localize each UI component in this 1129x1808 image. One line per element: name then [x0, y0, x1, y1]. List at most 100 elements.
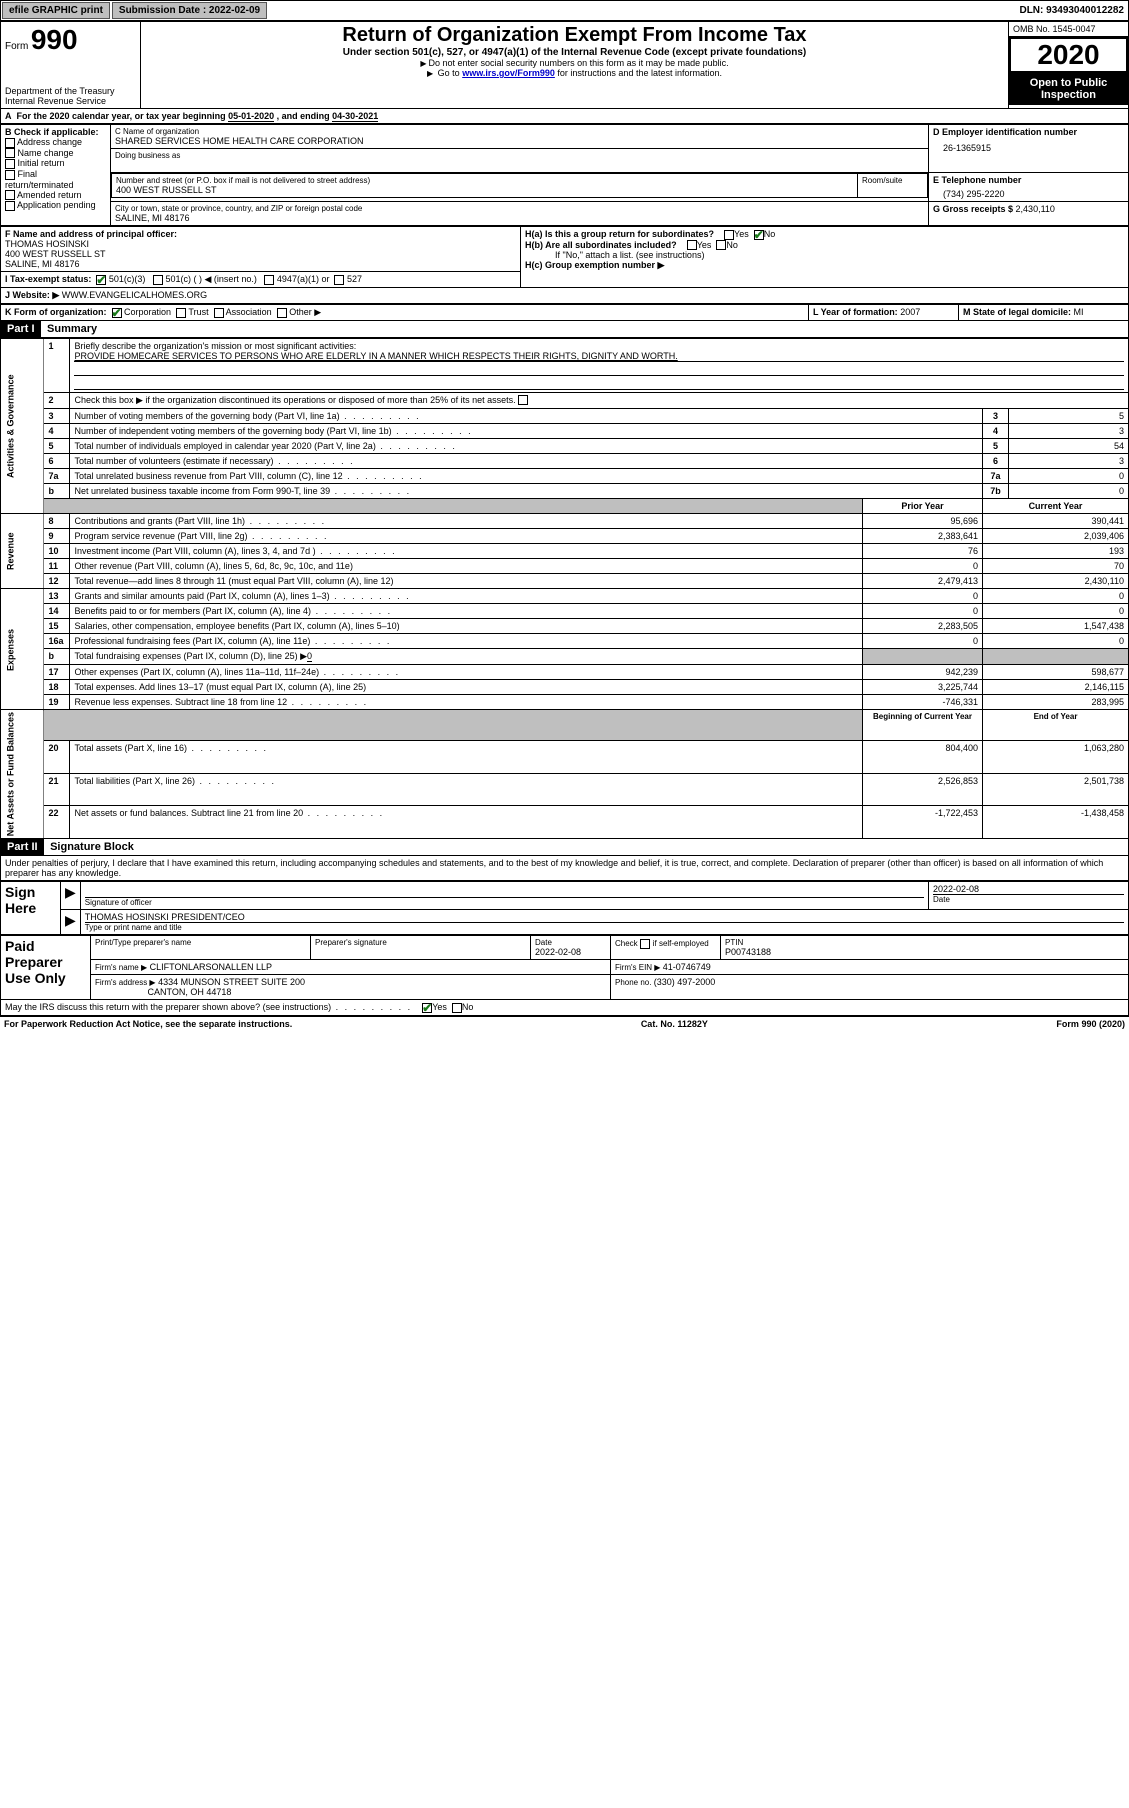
pp-self-cb[interactable]: [640, 939, 650, 949]
discuss-no[interactable]: [452, 1003, 462, 1013]
l2-cb[interactable]: [518, 395, 528, 405]
current-hdr: Current Year: [983, 499, 1129, 514]
e22: -1,438,458: [983, 806, 1129, 839]
pp-h5: PTIN: [725, 938, 1124, 947]
ha-label: H(a) Is this a group return for subordin…: [525, 229, 714, 239]
k-label: K Form of organization:: [5, 307, 107, 317]
officer-city: SALINE, MI 48176: [5, 259, 516, 269]
hb-yes[interactable]: [687, 240, 697, 250]
officer-name: THOMAS HOSINSKI: [5, 239, 516, 249]
pp-h1: Print/Type preparer's name: [95, 938, 306, 947]
i-4947[interactable]: [264, 275, 274, 285]
arrow-icon-2: ▶: [61, 910, 81, 935]
firm-name: CLIFTONLARSONALLEN LLP: [150, 962, 272, 972]
i-501c[interactable]: [153, 275, 163, 285]
footer-mid: Cat. No. 11282Y: [641, 1019, 708, 1029]
i-501c3[interactable]: [96, 275, 106, 285]
website-value: WWW.EVANGELICALHOMES.ORG: [62, 290, 207, 300]
l17-label: Other expenses (Part IX, column (A), lin…: [74, 667, 400, 677]
room-label: Room/suite: [862, 176, 923, 185]
c-name-label: C Name of organization: [115, 127, 924, 136]
m-value: MI: [1074, 307, 1084, 317]
omb-label: OMB No. 1545-0047: [1009, 22, 1128, 37]
begin-hdr: Beginning of Current Year: [863, 710, 983, 741]
c18: 2,146,115: [983, 680, 1129, 695]
city-label: City or town, state or province, country…: [115, 204, 924, 213]
sig-date-label: Date: [933, 895, 1124, 904]
l11-label: Other revenue (Part VIII, column (A), li…: [74, 561, 352, 571]
cb-pending[interactable]: [5, 201, 15, 211]
instr-link[interactable]: www.irs.gov/Form990: [462, 68, 555, 78]
i-label: I Tax-exempt status:: [5, 274, 91, 284]
sign-block: Sign Here ▶ Signature of officer 2022-02…: [0, 881, 1129, 935]
c15: 1,547,438: [983, 619, 1129, 634]
l4-label: Number of independent voting members of …: [74, 426, 472, 436]
period-end: 04-30-2021: [332, 111, 378, 122]
part1-title: Summary: [43, 323, 97, 335]
open-inspection: Open to Public Inspection: [1009, 73, 1128, 105]
l20-label: Total assets (Part X, line 16): [74, 743, 268, 753]
l21-label: Total liabilities (Part X, line 26): [74, 776, 276, 786]
l6-val: 3: [1009, 454, 1129, 469]
l3-val: 5: [1009, 409, 1129, 424]
cb-final[interactable]: [5, 170, 15, 180]
cb-amended[interactable]: [5, 190, 15, 200]
p12: 2,479,413: [863, 574, 983, 589]
ein-value: 26-1365915: [933, 137, 1124, 153]
p14: 0: [863, 604, 983, 619]
cb-name[interactable]: [5, 148, 15, 158]
k-assoc-label: Association: [226, 307, 272, 317]
k-corp[interactable]: [112, 308, 122, 318]
hc-label: H(c) Group exemption number ▶: [525, 260, 664, 270]
k-assoc[interactable]: [214, 308, 224, 318]
p17: 942,239: [863, 665, 983, 680]
form-subtitle: Under section 501(c), 527, or 4947(a)(1)…: [145, 47, 1004, 58]
tax-year: 2020: [1009, 37, 1128, 73]
boxb-label: B Check if applicable:: [5, 127, 106, 137]
end-hdr: End of Year: [983, 710, 1129, 741]
l7b-val: 0: [1009, 484, 1129, 499]
k-trust[interactable]: [176, 308, 186, 318]
l3-label: Number of voting members of the governin…: [74, 411, 420, 421]
firm-addr1: 4334 MUNSON STREET SUITE 200: [158, 977, 305, 987]
discuss-yes[interactable]: [422, 1003, 432, 1013]
vlabel-net: Net Assets or Fund Balances: [1, 710, 44, 839]
l6-label: Total number of volunteers (estimate if …: [74, 456, 354, 466]
l16b-label: Total fundraising expenses (Part IX, col…: [74, 651, 307, 661]
cb-address[interactable]: [5, 138, 15, 148]
i-501c3-label: 501(c)(3): [109, 274, 146, 284]
f-label: F Name and address of principal officer:: [5, 229, 516, 239]
i-527-label: 527: [347, 274, 362, 284]
instr-ssn: Do not enter social security numbers on …: [429, 58, 729, 68]
l1-label: Briefly describe the organization's miss…: [74, 341, 356, 351]
ha-yes[interactable]: [724, 230, 734, 240]
mission-text: PROVIDE HOMECARE SERVICES TO PERSONS WHO…: [74, 351, 1124, 362]
footer-left: For Paperwork Reduction Act Notice, see …: [4, 1019, 292, 1029]
firm-label: Firm's name ▶: [95, 963, 147, 972]
ptin: P00743188: [725, 947, 1124, 957]
ha-no[interactable]: [754, 230, 764, 240]
p15: 2,283,505: [863, 619, 983, 634]
hb-no-label: No: [726, 240, 738, 250]
l10-label: Investment income (Part VIII, column (A)…: [74, 546, 396, 556]
l18-label: Total expenses. Add lines 13–17 (must eq…: [74, 682, 366, 692]
hb-no[interactable]: [716, 240, 726, 250]
officer-sig-label: Type or print name and title: [85, 923, 1124, 932]
vlabel-exp: Expenses: [1, 589, 44, 710]
i-527[interactable]: [334, 275, 344, 285]
topbar: efile GRAPHIC print Submission Date : 20…: [0, 0, 1129, 21]
pp-date: 2022-02-08: [535, 947, 606, 957]
arrow-icon: ▶: [61, 882, 81, 910]
org-name: SHARED SERVICES HOME HEALTH CARE CORPORA…: [115, 136, 924, 146]
k-other[interactable]: [277, 308, 287, 318]
pp-h4-pre: Check: [615, 939, 638, 948]
efile-button[interactable]: efile GRAPHIC print: [2, 2, 110, 19]
l-value: 2007: [900, 307, 920, 317]
l16a-label: Professional fundraising fees (Part IX, …: [74, 636, 391, 646]
pp-h4-post: if self-employed: [653, 939, 709, 948]
c17: 598,677: [983, 665, 1129, 680]
hb-yes-label: Yes: [697, 240, 712, 250]
discuss-yes-label: Yes: [432, 1002, 447, 1012]
b20: 804,400: [863, 740, 983, 773]
cb-initial[interactable]: [5, 159, 15, 169]
